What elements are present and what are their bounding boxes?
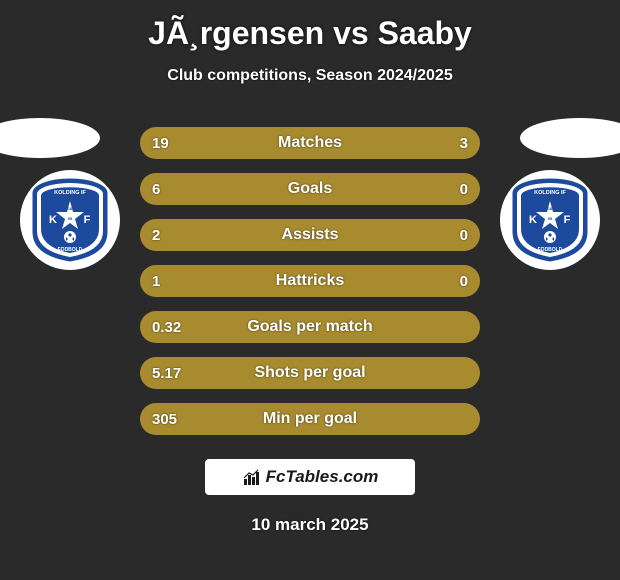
stat-value-left: 6: [152, 181, 192, 198]
stat-label: Matches: [278, 134, 342, 152]
stat-value-right: 0: [428, 227, 468, 244]
svg-text:F: F: [564, 214, 571, 226]
stat-label: Goals: [288, 180, 332, 198]
svg-text:KOLDING IF: KOLDING IF: [54, 190, 86, 196]
shield-icon: KOLDING IF 18 95 K F FODBOLD: [31, 177, 109, 263]
chart-icon: [242, 467, 262, 487]
stat-row-matches: 19 Matches 3: [140, 127, 480, 159]
svg-text:KOLDING IF: KOLDING IF: [534, 190, 566, 196]
stat-row-mpg: 305 Min per goal: [140, 403, 480, 435]
stats-area: 19 Matches 3 6 Goals 0 2 Assists 0 1 Hat…: [0, 127, 620, 435]
date-text: 10 march 2025: [0, 515, 620, 535]
shield-icon: KOLDING IF 18 95 K F FODBOLD: [511, 177, 589, 263]
stat-value-left: 305: [152, 411, 192, 428]
stat-value-left: 0.32: [152, 319, 192, 336]
stat-row-spg: 5.17 Shots per goal: [140, 357, 480, 389]
comparison-title: JÃ¸rgensen vs Saaby: [0, 15, 620, 52]
competition-subtitle: Club competitions, Season 2024/2025: [0, 67, 620, 85]
stat-label: Assists: [282, 226, 339, 244]
stat-row-goals: 6 Goals 0: [140, 173, 480, 205]
stat-row-hattricks: 1 Hattricks 0: [140, 265, 480, 297]
stat-label: Min per goal: [263, 410, 357, 428]
stat-value-right: 3: [428, 135, 468, 152]
svg-text:K: K: [529, 214, 537, 226]
stat-label: Shots per goal: [254, 364, 365, 382]
stat-row-assists: 2 Assists 0: [140, 219, 480, 251]
svg-text:FODBOLD: FODBOLD: [538, 247, 563, 253]
stat-value-left: 2: [152, 227, 192, 244]
team-badge-right: KOLDING IF 18 95 K F FODBOLD: [500, 170, 600, 270]
stat-row-gpm: 0.32 Goals per match: [140, 311, 480, 343]
svg-text:95: 95: [548, 216, 553, 221]
footer-logo-text: FcTables.com: [266, 467, 379, 487]
stat-value-left: 1: [152, 273, 192, 290]
stat-value-right: 0: [428, 273, 468, 290]
svg-text:18: 18: [68, 206, 73, 211]
svg-text:F: F: [84, 214, 91, 226]
team-badge-left: KOLDING IF 18 95 K F FODBOLD: [20, 170, 120, 270]
stat-label: Goals per match: [247, 318, 372, 336]
stat-label: Hattricks: [276, 272, 344, 290]
svg-text:K: K: [49, 214, 57, 226]
svg-text:FODBOLD: FODBOLD: [58, 247, 83, 253]
footer-logo[interactable]: FcTables.com: [205, 459, 415, 495]
stat-value-right: 0: [428, 181, 468, 198]
stat-value-left: 5.17: [152, 365, 192, 382]
svg-text:18: 18: [548, 206, 553, 211]
stat-value-left: 19: [152, 135, 192, 152]
svg-text:95: 95: [68, 216, 73, 221]
